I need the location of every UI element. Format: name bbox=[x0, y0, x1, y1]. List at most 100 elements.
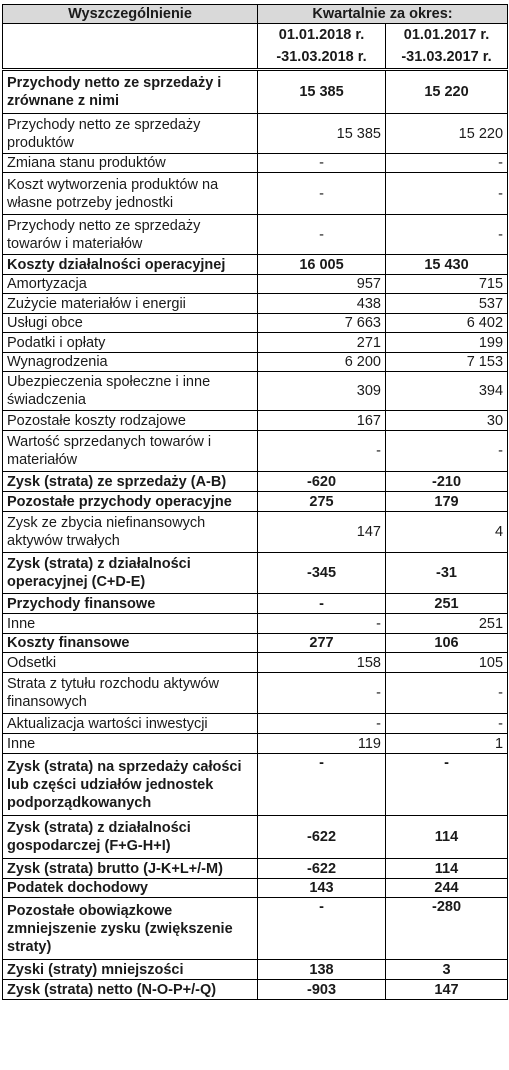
table-row: Podatek dochodowy 143 244 bbox=[2, 878, 509, 898]
value-2017: -210 bbox=[384, 471, 509, 492]
value-2018: 158 bbox=[257, 652, 386, 673]
value-2017: 179 bbox=[384, 491, 509, 512]
row-label: Przychody netto ze sprzedaży produktów bbox=[2, 113, 258, 154]
value-2018: -620 bbox=[257, 471, 386, 492]
value-2018: 271 bbox=[257, 332, 386, 353]
row-label: Zyski (straty) mniejszości bbox=[2, 959, 258, 980]
row-label: Wynagrodzenia bbox=[2, 352, 258, 372]
row-label: Przychody netto ze sprzedaży towarów i m… bbox=[2, 214, 258, 255]
value-2018: - bbox=[257, 430, 386, 472]
table-row: Zysk (strata) netto (N-O-P+/-Q) -903 147 bbox=[2, 979, 509, 1000]
table-row: Usługi obce 7 663 6 402 bbox=[2, 313, 509, 333]
table-row: Zysk (strata) z działalności gospodarcze… bbox=[2, 815, 509, 859]
value-2017: - bbox=[384, 153, 509, 173]
value-2018: 15 385 bbox=[257, 113, 386, 154]
value-2017: - bbox=[384, 713, 509, 734]
value-2018: 438 bbox=[257, 293, 386, 314]
value-2017: 30 bbox=[384, 410, 509, 431]
value-2017: 114 bbox=[384, 815, 509, 859]
value-2017: 15 220 bbox=[384, 113, 509, 154]
row-label: Koszty finansowe bbox=[2, 633, 258, 653]
value-2018: 957 bbox=[257, 274, 386, 294]
value-2017: 106 bbox=[384, 633, 509, 653]
table-row: Amortyzacja 957 715 bbox=[2, 274, 509, 294]
row-label: Koszty działalności operacyjnej bbox=[2, 254, 258, 275]
value-2017: 105 bbox=[384, 652, 509, 673]
row-label: Zysk (strata) na sprzedaży całości lub c… bbox=[2, 753, 258, 816]
value-2017: 3 bbox=[384, 959, 509, 980]
value-2018: 147 bbox=[257, 511, 386, 553]
header-row: Wyszczególnienie Kwartalnie za okres: bbox=[2, 4, 509, 24]
table-row: Zmiana stanu produktów - - bbox=[2, 153, 509, 173]
table-row: Pozostałe przychody operacyjne 275 179 bbox=[2, 491, 509, 512]
value-2017: 4 bbox=[384, 511, 509, 553]
row-label: Pozostałe przychody operacyjne bbox=[2, 491, 258, 512]
value-2018: - bbox=[257, 753, 386, 816]
table-row: Inne -251 bbox=[2, 613, 509, 634]
value-2018: - bbox=[257, 214, 386, 255]
row-label: Aktualizacja wartości inwestycji bbox=[2, 713, 258, 734]
value-2018: 7 663 bbox=[257, 313, 386, 333]
table-row: Pozostałe obowiązkowe zmniejszenie zysku… bbox=[2, 897, 509, 960]
row-label: Przychody finansowe bbox=[2, 593, 258, 614]
value-2017: 244 bbox=[384, 878, 509, 898]
value-2017: 147 bbox=[384, 979, 509, 1000]
row-label: Zysk (strata) z działalności operacyjnej… bbox=[2, 552, 258, 594]
period-2018-start: 01.01.2018 r. bbox=[278, 27, 365, 43]
value-2018: -345 bbox=[257, 552, 386, 594]
table-body: Przychody netto ze sprzedaży i zrównane … bbox=[2, 69, 509, 1000]
row-label: Amortyzacja bbox=[2, 274, 258, 294]
col-header-period: Kwartalnie za okres: bbox=[256, 4, 509, 24]
value-2017: - bbox=[384, 172, 509, 215]
value-2018: - bbox=[257, 153, 386, 173]
value-2018: 277 bbox=[257, 633, 386, 653]
period-2017: 01.01.2017 r. -31.03.2017 r. bbox=[384, 23, 509, 71]
table-row: Podatki i opłaty 271 199 bbox=[2, 332, 509, 353]
income-statement-table: Wyszczególnienie Kwartalnie za okres: 01… bbox=[2, 4, 509, 1000]
table-row: Zyski (straty) mniejszości 138 3 bbox=[2, 959, 509, 980]
value-2017: 251 bbox=[384, 613, 509, 634]
period-row: 01.01.2018 r. -31.03.2018 r. 01.01.2017 … bbox=[2, 23, 509, 71]
income-statement: Wyszczególnienie Kwartalnie za okres: 01… bbox=[2, 4, 509, 1000]
table-row: Zysk ze zbycia niefinansowych aktywów tr… bbox=[2, 511, 509, 553]
row-label: Zysk (strata) z działalności gospodarcze… bbox=[2, 815, 258, 859]
table-row: Zysk (strata) brutto (J-K+L+/-M) -622 114 bbox=[2, 858, 509, 879]
table-row: Koszty działalności operacyjnej 16 005 15 … bbox=[2, 254, 509, 275]
value-2017: - bbox=[384, 214, 509, 255]
period-2017-start: 01.01.2017 r. bbox=[403, 27, 490, 43]
value-2018: 119 bbox=[257, 733, 386, 754]
value-2018: 16 005 bbox=[257, 254, 386, 275]
value-2018: - bbox=[257, 613, 386, 634]
row-label: Zysk (strata) brutto (J-K+L+/-M) bbox=[2, 858, 258, 879]
value-2017: 537 bbox=[384, 293, 509, 314]
row-label: Przychody netto ze sprzedaży i zrównane … bbox=[2, 69, 258, 114]
row-label: Ubezpieczenia społeczne i inne świadczen… bbox=[2, 371, 258, 411]
value-2018: 143 bbox=[257, 878, 386, 898]
value-2017: - bbox=[384, 430, 509, 472]
row-label: Usługi obce bbox=[2, 313, 258, 333]
row-label: Pozostałe obowiązkowe zmniejszenie zysku… bbox=[2, 897, 258, 960]
value-2018: - bbox=[257, 593, 386, 614]
table-row: Przychody netto ze sprzedaży produktów 15… bbox=[2, 113, 509, 154]
row-label: Podatek dochodowy bbox=[2, 878, 258, 898]
row-label: Pozostałe koszty rodzajowe bbox=[2, 410, 258, 431]
value-2017: 394 bbox=[384, 371, 509, 411]
row-label: Podatki i opłaty bbox=[2, 332, 258, 353]
value-2017: 114 bbox=[384, 858, 509, 879]
value-2018: -622 bbox=[257, 858, 386, 879]
value-2018: 6 200 bbox=[257, 352, 386, 372]
value-2018: - bbox=[257, 713, 386, 734]
row-label: Inne bbox=[2, 733, 258, 754]
table-row: Odsetki 158 105 bbox=[2, 652, 509, 673]
value-2017: 251 bbox=[384, 593, 509, 614]
value-2018: 138 bbox=[257, 959, 386, 980]
row-label: Wartość sprzedanych towarów i materiałów bbox=[2, 430, 258, 472]
value-2017: - bbox=[384, 753, 509, 816]
table-row: Zysk (strata) z działalności operacyjnej… bbox=[2, 552, 509, 594]
row-label: Zysk (strata) ze sprzedaży (A-B) bbox=[2, 471, 258, 492]
table-row: Przychody netto ze sprzedaży i zrównane … bbox=[2, 69, 509, 114]
period-2018: 01.01.2018 r. -31.03.2018 r. bbox=[257, 23, 386, 71]
table-row: Inne 119 1 bbox=[2, 733, 509, 754]
value-2017: 199 bbox=[384, 332, 509, 353]
value-2017: -280 bbox=[384, 897, 509, 960]
